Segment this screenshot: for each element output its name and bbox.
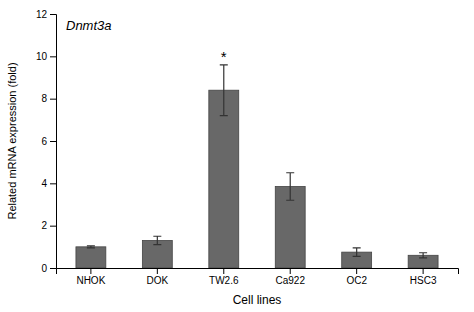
y-tick-label: 6 (41, 136, 47, 147)
y-tick: 4 (41, 178, 56, 189)
y-tick-mark (50, 14, 56, 15)
y-tick-label: 4 (41, 178, 47, 189)
y-tick-mark (50, 56, 56, 57)
x-tick-label: TW2.6 (209, 275, 239, 286)
x-tick-mark (356, 268, 357, 274)
y-tick: 8 (41, 93, 56, 104)
y-tick: 6 (41, 136, 56, 147)
error-bar (87, 246, 95, 248)
y-tick-mark (50, 183, 56, 184)
y-tick-label: 10 (36, 51, 48, 62)
x-tick-mark (90, 268, 91, 274)
x-tick-label: OC2 (346, 275, 367, 286)
y-tick: 0 (41, 263, 56, 274)
y-tick-label: 2 (41, 220, 47, 231)
y-axis-title: Related mRNA expression (fold) (6, 62, 18, 219)
x-tick-mark (290, 268, 291, 274)
x-tick-mark (423, 268, 424, 274)
x-axis: NHOK DOK TW2.6 Ca922 OC2 HSC3 (57, 268, 459, 286)
x-tick: Ca922 (275, 268, 305, 286)
marks (76, 65, 438, 268)
y-tick-mark (50, 268, 56, 269)
x-tick-mark (223, 268, 224, 274)
x-tick-label: DOK (146, 275, 168, 286)
y-tick-label: 8 (41, 93, 47, 104)
x-tick-label: NHOK (76, 275, 105, 286)
y-tick: 12 (36, 9, 56, 20)
x-tick: NHOK (76, 268, 105, 286)
title: Dnmt3a (66, 18, 112, 33)
y-tick-label: 12 (36, 9, 48, 20)
y-axis: 0 2 4 6 8 10 12 (36, 9, 57, 274)
y-tick: 2 (41, 220, 56, 231)
y-tick-mark (50, 99, 56, 100)
y-tick-mark (50, 141, 56, 142)
x-tick-label: Ca922 (275, 275, 305, 286)
y-axis-line (50, 15, 57, 269)
x-tick: TW2.6 (209, 268, 239, 286)
x-tick: DOK (146, 268, 168, 286)
plot: 0 2 4 6 8 10 12 NHOK DOK TW2.6 Ca922 OC2 HSC3 * Dnmt3a (36, 9, 459, 286)
y-tick: 10 (36, 51, 56, 62)
bar (76, 247, 106, 268)
bar (209, 90, 239, 268)
x-tick-mark (157, 268, 158, 274)
x-tick: HSC3 (410, 268, 437, 286)
y-tick-mark (50, 226, 56, 227)
chart: 0 2 4 6 8 10 12 NHOK DOK TW2.6 Ca922 OC2 HSC3 * Dnmt3a… (0, 0, 474, 312)
y-tick-label: 0 (41, 263, 47, 274)
x-tick: OC2 (346, 268, 367, 286)
annotation: * (221, 48, 227, 65)
x-tick-label: HSC3 (410, 275, 437, 286)
error-bar (419, 253, 427, 258)
x-axis-title: Cell lines (233, 293, 282, 307)
error-bar (286, 173, 294, 201)
x-axis-line (57, 269, 459, 275)
error-bar (153, 236, 161, 244)
error-bar (220, 65, 228, 116)
error-bar (353, 248, 361, 256)
